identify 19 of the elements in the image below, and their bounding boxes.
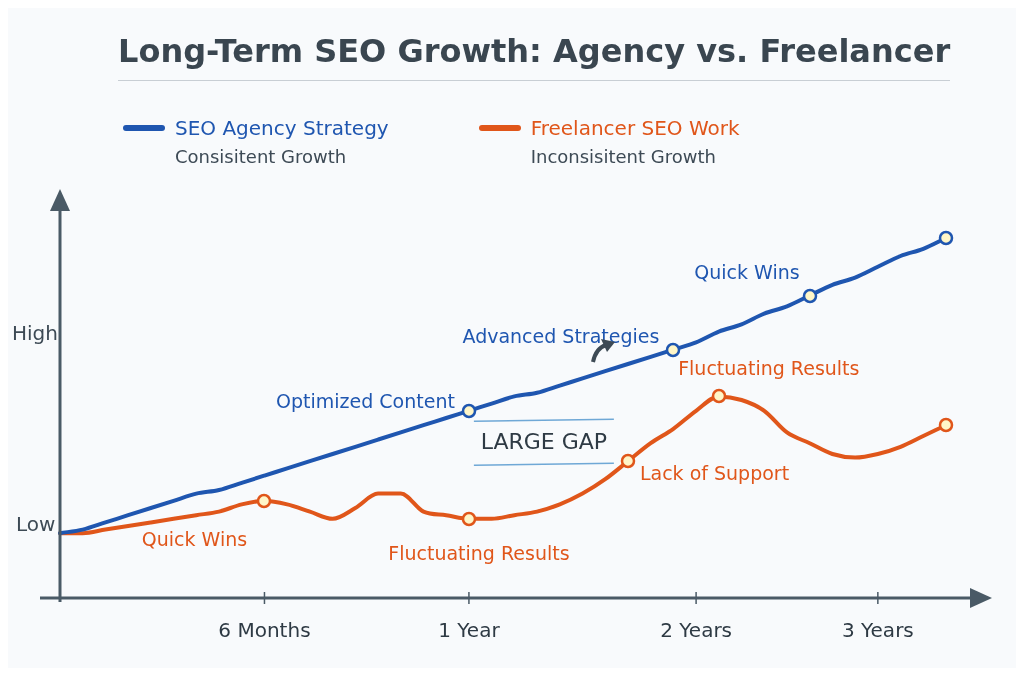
annotation: Quick Wins: [141, 527, 248, 550]
x-tick-label: 6 Months: [218, 618, 311, 643]
annotation: High: [12, 321, 58, 346]
annotation: Advanced Strategies: [462, 324, 660, 347]
legend-label: SEO Agency Strategy: [175, 116, 389, 140]
chart-title: Long-Term SEO Growth: Agency vs. Freelancer: [118, 32, 951, 81]
x-tick-label: 2 Years: [660, 618, 733, 643]
legend-label: Freelancer SEO Work: [530, 116, 740, 140]
x-tick-label: 3 Years: [841, 618, 914, 643]
annotation: Lack of Support: [639, 462, 790, 485]
annotation: Quick Wins: [694, 260, 800, 283]
annotation: Optimized Content: [276, 389, 455, 412]
annotation: Fluctuating Results: [678, 357, 860, 380]
x-tick-label: 1 Year: [438, 618, 501, 643]
annotation: Low: [16, 512, 56, 537]
text: Consisitent Growth: [175, 146, 348, 167]
annotation: LARGE GAP: [480, 428, 608, 454]
annotation: Fluctuating Results: [388, 541, 570, 564]
text: Inconsisitent Growth: [530, 146, 717, 167]
